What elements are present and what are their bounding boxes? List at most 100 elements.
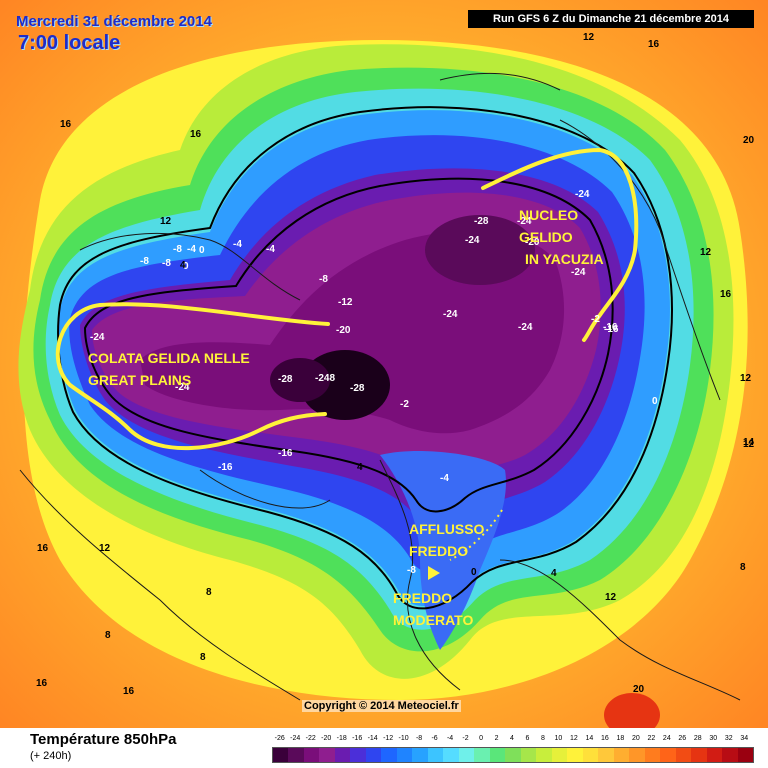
scale-cell	[443, 748, 460, 762]
scale-cell	[629, 748, 646, 762]
scale-tick-label: 34	[740, 735, 749, 742]
scale-cell	[706, 748, 723, 762]
forecast-time: 7:00 locale	[18, 32, 121, 54]
scale-cell	[660, 748, 677, 762]
contour-value-label: -16	[278, 448, 293, 459]
annotation-nucleo-line: GELIDO	[519, 229, 573, 245]
scale-cell	[458, 748, 475, 762]
scale-cell	[273, 748, 289, 762]
scale-tick-label: -24	[290, 735, 301, 742]
annotation-nucleo-line: IN YACUZIA	[525, 251, 604, 267]
contour-value-label: -4	[266, 244, 275, 255]
scale-tick-label: 18	[616, 735, 625, 742]
contour-value-label: -4	[233, 239, 242, 250]
contour-labels: -28-24-24-24-20-24-24-24-2-16-24-24-20-2…	[36, 32, 755, 697]
scale-tick-label: 12	[570, 735, 578, 742]
scale-cell	[303, 748, 320, 762]
scale-tick-label: -20	[321, 735, 332, 742]
scale-tick-label: -10	[398, 735, 409, 742]
contour-value-label: 12	[583, 32, 595, 43]
scale-tick-label: 32	[724, 735, 733, 742]
contour-value-label: 16	[36, 678, 48, 689]
scale-cell	[319, 748, 336, 762]
scale-tick-label: 0	[479, 735, 483, 742]
scale-cell	[505, 748, 522, 762]
annotation-colata-line: COLATA GELIDA NELLE	[88, 350, 250, 366]
copyright-notice: Copyright © 2014 Meteociel.fr	[302, 700, 461, 712]
contour-value-label: 12	[740, 373, 752, 384]
contour-value-label: -24	[443, 309, 458, 320]
contour-value-label: -12	[338, 297, 353, 308]
scale-cell	[644, 748, 661, 762]
contour-value-label: 8	[105, 630, 111, 641]
scale-cell	[381, 748, 398, 762]
contour-value-label: 0	[199, 245, 205, 256]
map-canvas: -28-24-24-24-20-24-24-24-2-16-24-24-20-2…	[0, 0, 768, 728]
contour-value-label: 0	[652, 396, 658, 407]
scale-tick-label: 6	[525, 735, 530, 742]
parameter-title: Température 850hPa	[30, 731, 177, 748]
scale-tick-label: -12	[383, 735, 394, 742]
contour-inner	[83, 177, 614, 513]
contour-value-label: 8	[206, 587, 212, 598]
forecast-date: Mercredi 31 décembre 2014	[16, 13, 212, 30]
scale-tick-label: -26	[274, 735, 285, 742]
color-scale-ticks: -26 -24 -22 -20 -18 -16 -14 -12 -10 -8 -6 -4 -2 0 2 4 6 8…	[272, 735, 754, 745]
scale-tick-label: 24	[662, 735, 671, 742]
scale-cell	[613, 748, 630, 762]
scale-cell	[474, 748, 491, 762]
contour-value-label: 12	[743, 439, 755, 450]
scale-tick-label: 28	[693, 735, 702, 742]
contour-value-label: 16	[720, 289, 732, 300]
cold-core-siberia	[425, 215, 535, 285]
scale-cell	[396, 748, 413, 762]
scale-tick-label: -16	[352, 735, 363, 742]
color-scale-bar	[272, 747, 754, 763]
coastline-north-america	[19, 232, 331, 701]
contour-value-label: 16	[123, 686, 135, 697]
annotation-moderato-line: FREDDO	[393, 590, 452, 606]
scale-tick-label: 20	[631, 735, 640, 742]
scale-tick-label: -22	[305, 735, 316, 742]
contour-value-label: 16	[60, 119, 72, 130]
scale-tick-label: -6	[431, 735, 438, 742]
contour-value-label: -4	[440, 473, 449, 484]
scale-cell	[288, 748, 305, 762]
contour-value-label: -24	[575, 189, 590, 200]
contour-value-label: -8	[140, 256, 149, 267]
warm-blob	[604, 693, 660, 728]
contour-value-label: -16	[604, 324, 619, 335]
scale-cell	[536, 748, 553, 762]
scale-cell	[675, 748, 692, 762]
scale-cell	[350, 748, 367, 762]
scale-cell	[582, 748, 599, 762]
contour-value-label: 12	[160, 216, 172, 227]
contour-value-label: 0	[471, 567, 477, 578]
contour-value-label: 20	[633, 684, 645, 695]
scale-tick-label: 10	[554, 735, 563, 742]
coastline-europe-africa	[379, 459, 741, 701]
europe-cold-tongue	[380, 450, 506, 650]
scale-cell	[365, 748, 382, 762]
contour-value-label: 0	[183, 261, 189, 272]
contour-value-label: 16	[190, 129, 202, 140]
contour-value-label: 4	[357, 462, 363, 473]
contour-value-label: -16	[603, 322, 618, 333]
model-run-banner: Run GFS 6 Z du Dimanche 21 décembre 2014	[468, 10, 754, 28]
annotation-texts: COLATA GELIDA NELLE GREAT PLAINS NUCLEO GEL…	[88, 207, 604, 628]
scale-tick-label: -2	[462, 735, 469, 742]
contour-value-label: -8	[407, 565, 416, 576]
annotation-moderato-line: MODERATO	[393, 612, 473, 628]
contour-value-label: 14	[743, 437, 755, 448]
contour-outer	[57, 106, 673, 610]
contour-value-label: -28	[350, 383, 365, 394]
annotation-nucleo-line: NUCLEO	[519, 207, 578, 223]
contour-value-label: -2	[400, 399, 409, 410]
scale-tick-label: -14	[367, 735, 378, 742]
scale-cell	[691, 748, 708, 762]
lead-time: (+ 240h)	[30, 750, 72, 762]
contour-value-label: 8	[740, 562, 746, 573]
scale-cell	[567, 748, 584, 762]
contour-value-label: -24	[517, 216, 532, 227]
scale-tick-label: 8	[541, 735, 545, 742]
